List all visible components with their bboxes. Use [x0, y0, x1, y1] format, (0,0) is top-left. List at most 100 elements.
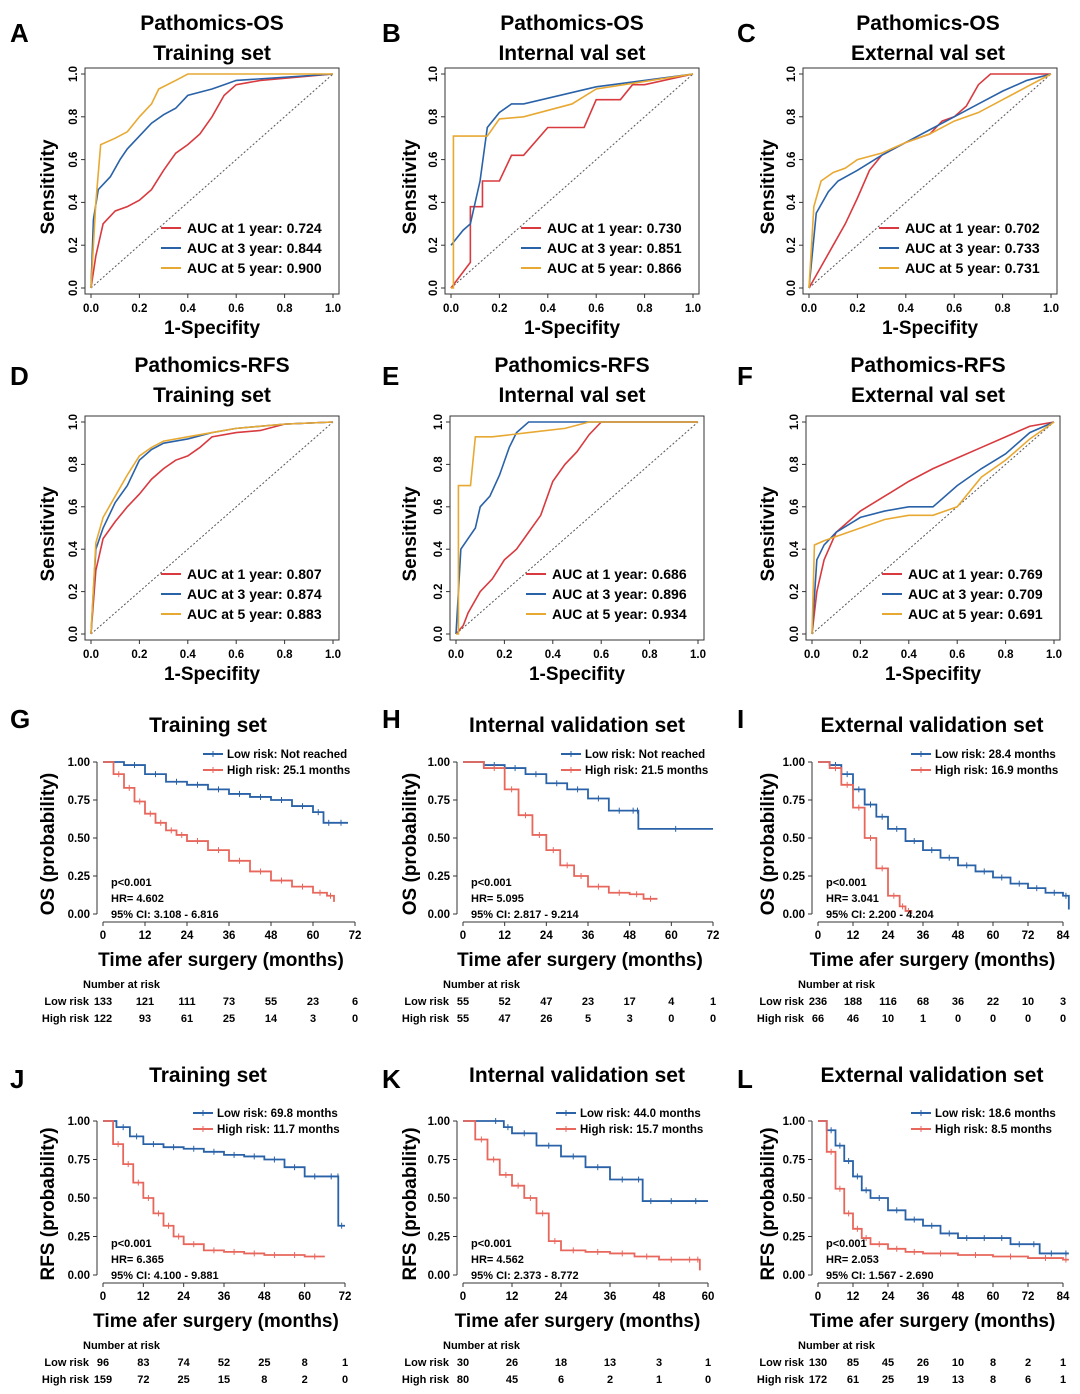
series-line [103, 761, 348, 824]
risk-count: 68 [917, 996, 929, 1008]
stat-text: p<0.001 [471, 877, 512, 889]
risk-count: 0 [342, 1374, 348, 1386]
y-tick-label: 0.8 [786, 108, 798, 125]
series-line [811, 421, 1055, 635]
y-tick-label: 0.2 [68, 584, 80, 600]
x-tick-label: 12 [139, 930, 152, 942]
risk-row-label: High risk [42, 1013, 90, 1025]
x-tick-label: 0.0 [804, 649, 820, 661]
plot-frame [444, 67, 700, 295]
reference-diagonal [90, 73, 334, 289]
stat-text: HR= 6.365 [111, 1254, 164, 1266]
risk-count: 17 [624, 996, 636, 1008]
x-tick-label: 1.0 [325, 649, 341, 661]
risk-count: 61 [181, 1013, 193, 1025]
y-tick-label: 0.4 [433, 541, 445, 558]
legend-label: AUC at 5 year: 0.883 [187, 606, 322, 622]
x-tick-label: 0.8 [637, 303, 654, 315]
x-tick-label: 0.6 [946, 303, 962, 315]
risk-count: 73 [223, 996, 235, 1008]
plot-frame [84, 67, 340, 295]
panel-k: K Internal validation set RFS (probability… [382, 1064, 714, 1386]
series-line [463, 1120, 701, 1271]
panel-label: I [737, 704, 744, 734]
series-line [455, 421, 698, 635]
y-tick-label: 0.2 [433, 584, 445, 600]
risk-count: 45 [506, 1374, 518, 1386]
y-tick-label: 0.50 [428, 1193, 450, 1205]
x-tick-label: 0.0 [801, 303, 817, 315]
x-tick-label: 24 [540, 930, 553, 942]
panel-e: E Pathomics-RFS Internal val set Sensitivit… [382, 354, 706, 685]
y-tick-label: 0.4 [68, 541, 80, 558]
risk-count: 52 [499, 996, 511, 1008]
stat-text: p<0.001 [826, 877, 867, 889]
risk-count: 2 [302, 1374, 308, 1386]
y-tick-label: 0.8 [68, 108, 80, 125]
risk-count: 30 [457, 1357, 469, 1369]
x-tick-label: 0 [815, 1291, 821, 1303]
risk-count: 13 [952, 1374, 964, 1386]
x-tick-label: 0.0 [83, 303, 99, 315]
x-axis-label: 1-Specifity [529, 664, 626, 685]
risk-count: 188 [844, 996, 862, 1008]
y-tick-label: 1.00 [68, 1116, 90, 1128]
x-tick-label: 0.2 [849, 303, 865, 315]
risk-count: 6 [1025, 1374, 1031, 1386]
legend-label: Low risk: Not reached [585, 749, 705, 761]
panel-label: H [382, 704, 401, 734]
series-line [90, 73, 334, 289]
x-tick-label: 36 [604, 1291, 617, 1303]
legend-label: AUC at 5 year: 0.934 [552, 606, 687, 622]
x-tick-label: 0.2 [131, 303, 147, 315]
risk-count: 26 [540, 1013, 552, 1025]
risk-row-label: Low risk [759, 1357, 805, 1369]
x-tick-label: 0 [815, 930, 821, 942]
y-axis-label: OS (probability) [400, 773, 421, 916]
reference-diagonal [455, 421, 699, 635]
risk-table-title: Number at risk [798, 1340, 876, 1352]
chart-subtitle: External val set [851, 384, 1005, 407]
series-line [450, 73, 694, 246]
risk-count: 8 [302, 1357, 308, 1369]
chart-subtitle: Training set [153, 384, 271, 407]
panel-label: E [382, 361, 399, 391]
risk-count: 1 [705, 1357, 711, 1369]
y-tick-label: 0.50 [428, 833, 450, 845]
x-tick-label: 60 [702, 1291, 715, 1303]
y-tick-label: 0.25 [783, 1232, 806, 1244]
panel-label: B [382, 18, 401, 48]
risk-count: 14 [265, 1013, 278, 1025]
risk-count: 1 [710, 996, 716, 1008]
x-tick-label: 0.6 [228, 303, 244, 315]
y-tick-label: 0.0 [428, 280, 440, 296]
x-tick-label: 60 [987, 1291, 1000, 1303]
stat-text: HR= 4.602 [111, 893, 164, 905]
series-line [451, 73, 694, 289]
x-tick-label: 0.8 [277, 649, 294, 661]
y-tick-label: 0.2 [68, 237, 80, 253]
y-tick-label: 0.00 [428, 909, 450, 921]
y-tick-label: 0.8 [433, 456, 445, 473]
y-tick-label: 0.4 [786, 194, 798, 211]
legend-label: High risk: 21.5 months [585, 765, 708, 777]
y-tick-label: 1.00 [783, 757, 805, 769]
chart-subtitle: Internal val set [498, 384, 645, 407]
y-axis-label: RFS (probability) [758, 1127, 779, 1280]
x-tick-label: 0.4 [540, 303, 557, 315]
legend-label: AUC at 1 year: 0.702 [905, 220, 1040, 236]
reference-diagonal [808, 73, 1052, 289]
x-tick-label: 48 [265, 930, 278, 942]
risk-count: 10 [882, 1013, 894, 1025]
y-axis-label: OS (probability) [38, 773, 59, 916]
x-tick-label: 0 [100, 930, 106, 942]
risk-table-title: Number at risk [798, 979, 876, 991]
y-tick-label: 0.50 [783, 1193, 805, 1205]
x-tick-label: 0.8 [995, 303, 1012, 315]
risk-row-label: Low risk [404, 1357, 450, 1369]
panel-label: D [10, 361, 29, 391]
x-axis-label: 1-Specifity [164, 318, 261, 339]
x-tick-label: 12 [137, 1291, 150, 1303]
